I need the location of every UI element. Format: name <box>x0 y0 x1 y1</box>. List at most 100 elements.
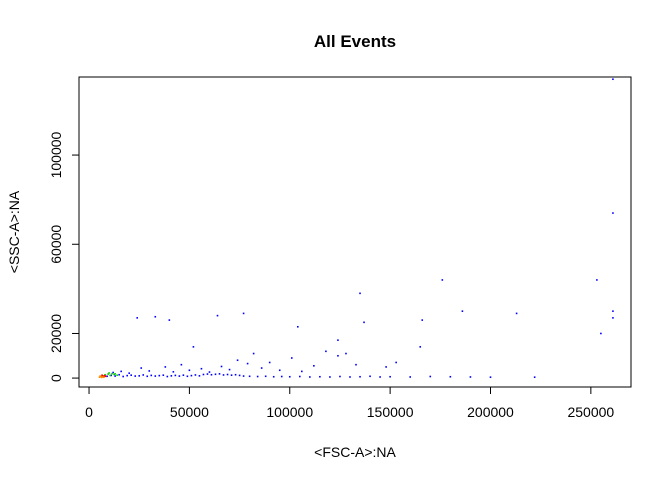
data-point <box>110 374 112 377</box>
x-tick-label: 200000 <box>467 404 514 420</box>
data-point <box>104 375 107 378</box>
data-point <box>146 375 149 378</box>
data-point <box>337 339 339 341</box>
data-point <box>325 350 327 353</box>
data-point <box>429 375 432 378</box>
data-point <box>158 374 161 377</box>
data-point <box>214 373 217 376</box>
data-point <box>114 373 116 375</box>
data-point <box>369 375 371 378</box>
data-point <box>164 366 167 368</box>
data-point <box>290 357 293 359</box>
data-point <box>345 352 347 355</box>
data-point <box>272 375 275 378</box>
data-point <box>248 375 251 378</box>
data-point <box>190 374 193 377</box>
data-point <box>200 367 203 370</box>
data-point <box>319 375 321 378</box>
data-point <box>101 374 103 376</box>
data-point <box>242 312 245 315</box>
data-point <box>596 279 598 281</box>
data-point <box>202 373 205 376</box>
data-point <box>339 375 341 378</box>
data-point <box>395 361 397 364</box>
data-point <box>108 372 110 374</box>
data-point <box>168 319 171 321</box>
data-point <box>216 314 219 317</box>
data-point <box>112 371 114 374</box>
data-point <box>379 376 381 378</box>
data-point <box>99 375 101 377</box>
data-point <box>180 363 183 366</box>
data-point <box>154 315 157 318</box>
data-point <box>329 376 331 378</box>
y-tick-label: 0 <box>48 374 64 382</box>
data-point <box>355 363 357 366</box>
data-point <box>166 375 169 378</box>
x-tick-label: 50000 <box>170 404 209 420</box>
data-point <box>600 332 602 335</box>
data-point <box>140 367 143 369</box>
data-point <box>222 374 225 376</box>
data-point <box>206 373 209 375</box>
data-point <box>107 373 109 375</box>
x-tick-label: 250000 <box>567 404 614 420</box>
data-point <box>236 359 239 362</box>
data-point <box>612 78 614 81</box>
data-point <box>234 373 237 376</box>
data-point <box>128 372 130 374</box>
data-point <box>337 354 339 357</box>
data-point <box>150 374 153 377</box>
data-point <box>116 374 118 376</box>
data-point <box>238 374 241 377</box>
data-point <box>359 375 361 378</box>
data-point <box>461 310 464 312</box>
data-point <box>449 375 452 378</box>
data-point <box>301 370 303 373</box>
data-point <box>134 375 137 377</box>
data-point <box>612 317 614 319</box>
data-point <box>210 373 213 376</box>
data-point <box>111 372 113 375</box>
data-point <box>359 292 361 295</box>
data-point <box>278 369 281 372</box>
data-point <box>220 365 223 368</box>
data-point <box>174 374 177 377</box>
data-point <box>309 376 311 378</box>
plot-frame <box>78 76 632 388</box>
y-tick-label: 100000 <box>48 131 64 178</box>
data-point <box>109 374 111 377</box>
x-axis-label: <FSC-A>:NA <box>314 444 396 460</box>
data-point <box>104 373 106 376</box>
data-point <box>188 369 191 372</box>
data-point <box>101 375 104 377</box>
chart-title: All Events <box>314 32 396 51</box>
data-point <box>228 368 231 371</box>
data-point <box>268 361 271 364</box>
data-point <box>533 376 536 378</box>
data-point <box>296 325 299 328</box>
data-point <box>192 346 195 348</box>
data-point <box>469 376 472 378</box>
x-axis: 0 50000 100000 150000 200000 250000 <box>85 386 614 420</box>
data-point <box>126 374 128 377</box>
data-point <box>515 312 518 315</box>
data-point <box>313 365 315 367</box>
y-tick-label: 60000 <box>48 225 64 264</box>
data-point <box>100 376 103 379</box>
data-point <box>182 374 185 376</box>
data-points <box>98 78 614 379</box>
data-point <box>138 375 141 377</box>
data-point <box>186 375 189 378</box>
data-point <box>142 374 145 376</box>
data-point <box>441 279 444 281</box>
data-point <box>130 374 132 376</box>
data-point <box>103 376 105 379</box>
data-point <box>136 317 139 319</box>
y-tick-label: 20000 <box>48 314 64 353</box>
data-point <box>118 373 120 376</box>
data-point <box>113 373 115 376</box>
data-point <box>230 374 233 376</box>
data-point <box>170 375 173 377</box>
